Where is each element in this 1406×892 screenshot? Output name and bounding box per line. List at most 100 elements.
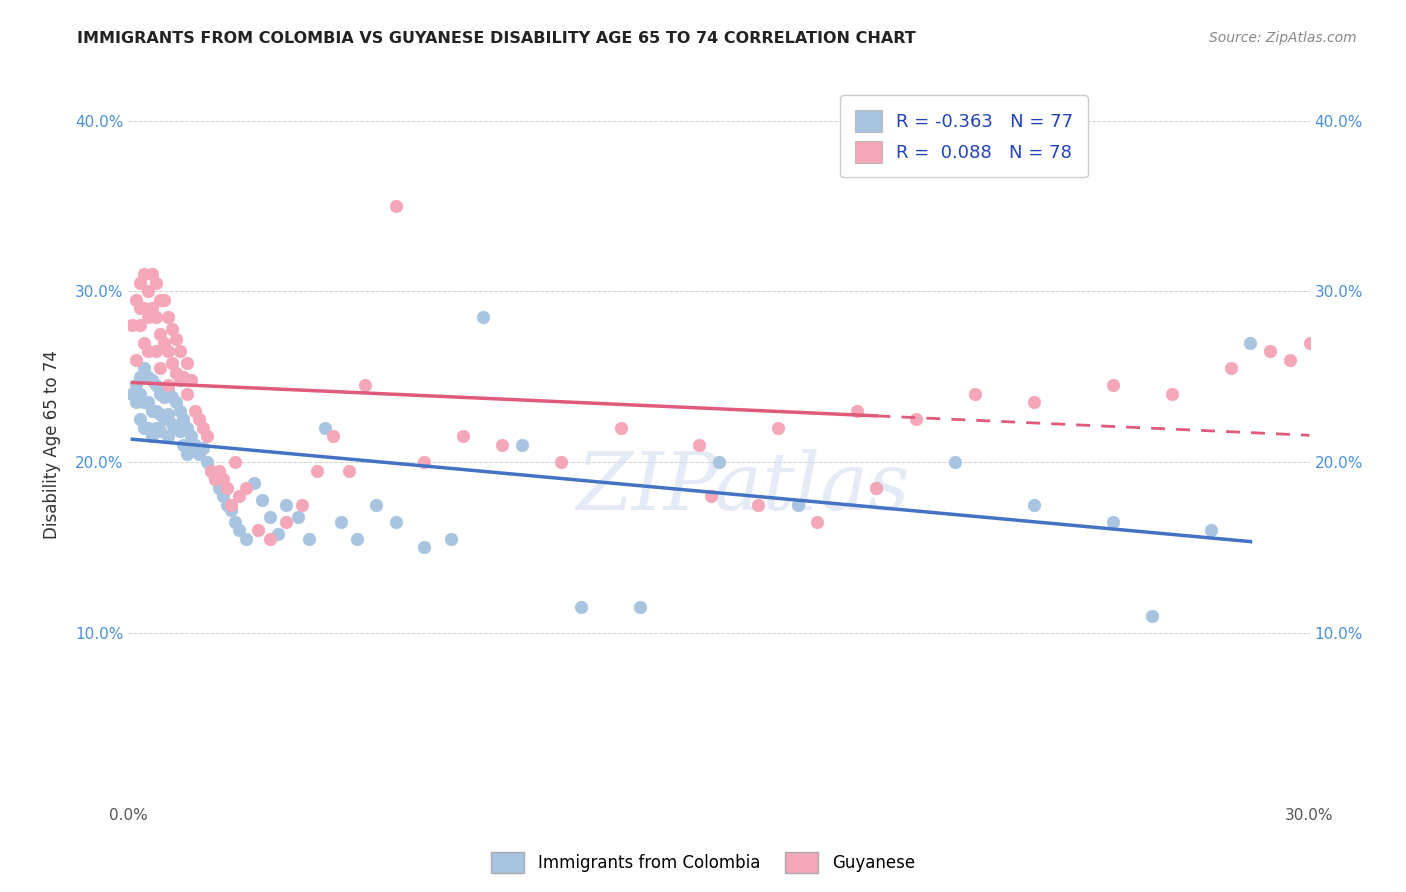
Point bbox=[156, 429, 179, 443]
Point bbox=[235, 532, 257, 546]
Point bbox=[322, 429, 344, 443]
Point bbox=[184, 404, 207, 418]
Point bbox=[156, 407, 179, 421]
Point bbox=[165, 395, 187, 409]
Point bbox=[215, 481, 238, 495]
Point bbox=[149, 361, 172, 376]
Point bbox=[169, 425, 191, 439]
Point bbox=[149, 293, 172, 307]
Point bbox=[125, 293, 148, 307]
Point bbox=[208, 481, 231, 495]
Point bbox=[160, 356, 183, 370]
Point bbox=[766, 421, 789, 435]
Point bbox=[1022, 498, 1045, 512]
Y-axis label: Disability Age 65 to 74: Disability Age 65 to 74 bbox=[44, 351, 60, 540]
Text: Source: ZipAtlas.com: Source: ZipAtlas.com bbox=[1209, 31, 1357, 45]
Point bbox=[346, 532, 368, 546]
Point bbox=[259, 532, 281, 546]
Point bbox=[149, 326, 172, 341]
Point bbox=[188, 446, 211, 460]
Point bbox=[156, 384, 179, 398]
Point bbox=[195, 429, 218, 443]
Point bbox=[1258, 344, 1281, 359]
Point bbox=[688, 438, 710, 452]
Point bbox=[153, 293, 176, 307]
Point bbox=[212, 489, 235, 503]
Point bbox=[134, 335, 156, 350]
Point bbox=[136, 369, 159, 384]
Point bbox=[188, 412, 211, 426]
Point bbox=[193, 421, 215, 435]
Point bbox=[121, 318, 143, 333]
Point bbox=[252, 492, 274, 507]
Point bbox=[274, 498, 297, 512]
Point bbox=[153, 412, 176, 426]
Point bbox=[176, 421, 198, 435]
Point bbox=[1239, 335, 1261, 350]
Point bbox=[169, 404, 191, 418]
Point bbox=[149, 425, 172, 439]
Point bbox=[153, 335, 176, 350]
Point bbox=[224, 455, 246, 469]
Point bbox=[204, 472, 226, 486]
Point bbox=[1199, 524, 1222, 538]
Point bbox=[243, 475, 266, 490]
Point bbox=[134, 395, 156, 409]
Point bbox=[491, 438, 513, 452]
Point bbox=[125, 352, 148, 367]
Point bbox=[1101, 378, 1123, 392]
Point bbox=[747, 498, 769, 512]
Point bbox=[125, 378, 148, 392]
Point bbox=[385, 199, 408, 213]
Point bbox=[366, 498, 388, 512]
Point bbox=[141, 404, 163, 418]
Point bbox=[165, 332, 187, 346]
Point bbox=[173, 369, 195, 384]
Point bbox=[228, 524, 250, 538]
Point bbox=[160, 322, 183, 336]
Point bbox=[121, 386, 143, 401]
Point bbox=[145, 421, 167, 435]
Point bbox=[173, 438, 195, 452]
Point bbox=[176, 446, 198, 460]
Point bbox=[806, 515, 828, 529]
Point bbox=[291, 498, 314, 512]
Point bbox=[412, 455, 434, 469]
Point bbox=[136, 421, 159, 435]
Text: ZIPatlas: ZIPatlas bbox=[576, 450, 910, 527]
Point bbox=[141, 373, 163, 387]
Point bbox=[156, 310, 179, 324]
Point bbox=[1278, 352, 1301, 367]
Point bbox=[440, 532, 463, 546]
Point bbox=[208, 464, 231, 478]
Point bbox=[510, 438, 533, 452]
Point bbox=[200, 464, 222, 478]
Point bbox=[609, 421, 631, 435]
Point bbox=[149, 407, 172, 421]
Point bbox=[707, 455, 730, 469]
Point bbox=[169, 373, 191, 387]
Point bbox=[169, 344, 191, 359]
Point bbox=[471, 310, 494, 324]
Point bbox=[141, 301, 163, 316]
Point bbox=[136, 285, 159, 299]
Point bbox=[145, 404, 167, 418]
Point bbox=[628, 600, 651, 615]
Point bbox=[385, 515, 408, 529]
Point bbox=[259, 509, 281, 524]
Point bbox=[184, 438, 207, 452]
Point bbox=[337, 464, 360, 478]
Point bbox=[550, 455, 572, 469]
Point bbox=[141, 267, 163, 281]
Point bbox=[134, 361, 156, 376]
Point bbox=[212, 472, 235, 486]
Point bbox=[129, 301, 152, 316]
Legend: Immigrants from Colombia, Guyanese: Immigrants from Colombia, Guyanese bbox=[485, 846, 921, 880]
Point bbox=[1160, 386, 1182, 401]
Point bbox=[136, 344, 159, 359]
Point bbox=[136, 310, 159, 324]
Point bbox=[193, 442, 215, 456]
Point bbox=[173, 412, 195, 426]
Point bbox=[176, 356, 198, 370]
Point bbox=[200, 464, 222, 478]
